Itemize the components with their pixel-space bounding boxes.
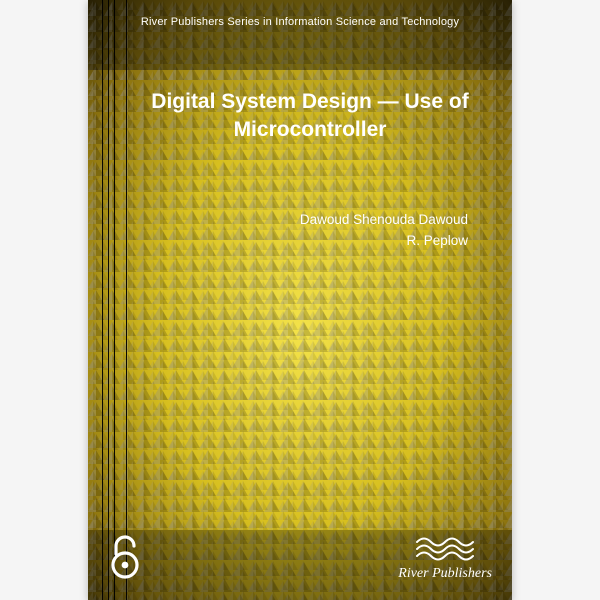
open-access-icon: [110, 534, 140, 580]
authors-block: Dawoud Shenouda Dawoud R. Peplow: [88, 210, 468, 252]
page-container: River Publishers Series in Information S…: [0, 0, 600, 600]
book-cover: River Publishers Series in Information S…: [88, 0, 512, 600]
publisher-waves-icon: [398, 534, 492, 564]
series-name: River Publishers Series in Information S…: [88, 16, 512, 28]
author-1: Dawoud Shenouda Dawoud: [88, 210, 468, 231]
book-title: Digital System Design — Use of Microcont…: [138, 88, 482, 145]
title-line-2: Microcontroller: [138, 116, 482, 144]
author-2: R. Peplow: [88, 231, 468, 252]
publisher-block: River Publishers: [398, 534, 492, 582]
publisher-name: River Publishers: [398, 566, 492, 582]
title-line-1: Digital System Design — Use of: [138, 88, 482, 116]
